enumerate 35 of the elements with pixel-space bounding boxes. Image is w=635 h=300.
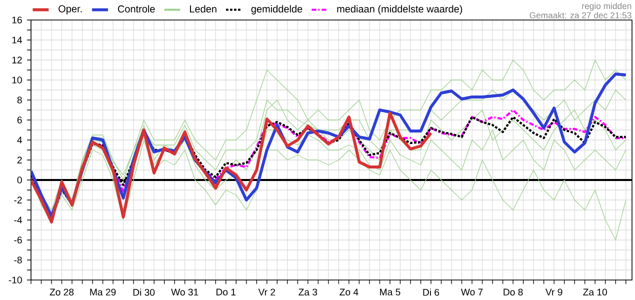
legend-label: Leden <box>190 5 216 13</box>
x-tick-label: Vr 9 <box>545 288 562 296</box>
y-tick-label: -10 <box>8 276 22 284</box>
y-tick-label: 2 <box>17 156 22 164</box>
x-tick-label: Do 8 <box>504 288 523 296</box>
legend-label: gemiddelde <box>251 5 302 14</box>
x-tick-label: Di 30 <box>133 288 155 296</box>
x-tick-label: Zo 4 <box>340 288 358 296</box>
x-tick-label: Do 1 <box>216 288 236 296</box>
x-tick-label: Ma 5 <box>380 288 400 296</box>
x-tick-label: Di 6 <box>423 288 440 296</box>
y-tick-label: 14 <box>12 36 22 44</box>
x-tick-label: Vr 2 <box>258 288 276 296</box>
legend-label: mediaan (middelste waarde) <box>337 5 462 14</box>
x-tick-label: Ma 29 <box>90 288 116 296</box>
x-tick-label: Za 10 <box>583 288 607 296</box>
y-tick-label: 0 <box>17 176 22 184</box>
y-tick-label: 10 <box>12 76 22 84</box>
y-tick-label: 16 <box>12 16 22 24</box>
legend-label: Controle <box>118 5 155 13</box>
x-tick-label: Zo 28 <box>50 288 74 296</box>
text: Gemaakt: za 27 dec 21:53 <box>530 12 632 18</box>
text: regio midden <box>582 2 632 11</box>
legend-label: Oper. <box>58 5 82 14</box>
y-tick-label: 12 <box>12 56 22 64</box>
y-tick-label: -4 <box>14 216 22 224</box>
y-tick-label: 8 <box>17 96 22 104</box>
x-tick-label: Za 3 <box>298 288 318 296</box>
y-tick-label: -8 <box>14 256 22 264</box>
x-tick-label: Wo 31 <box>171 288 198 296</box>
x-tick-label: Wo 7 <box>460 288 483 296</box>
y-tick-label: -6 <box>14 236 22 244</box>
y-tick-label: 4 <box>17 136 22 144</box>
y-tick-label: -2 <box>14 196 22 204</box>
y-tick-label: 6 <box>17 116 22 124</box>
